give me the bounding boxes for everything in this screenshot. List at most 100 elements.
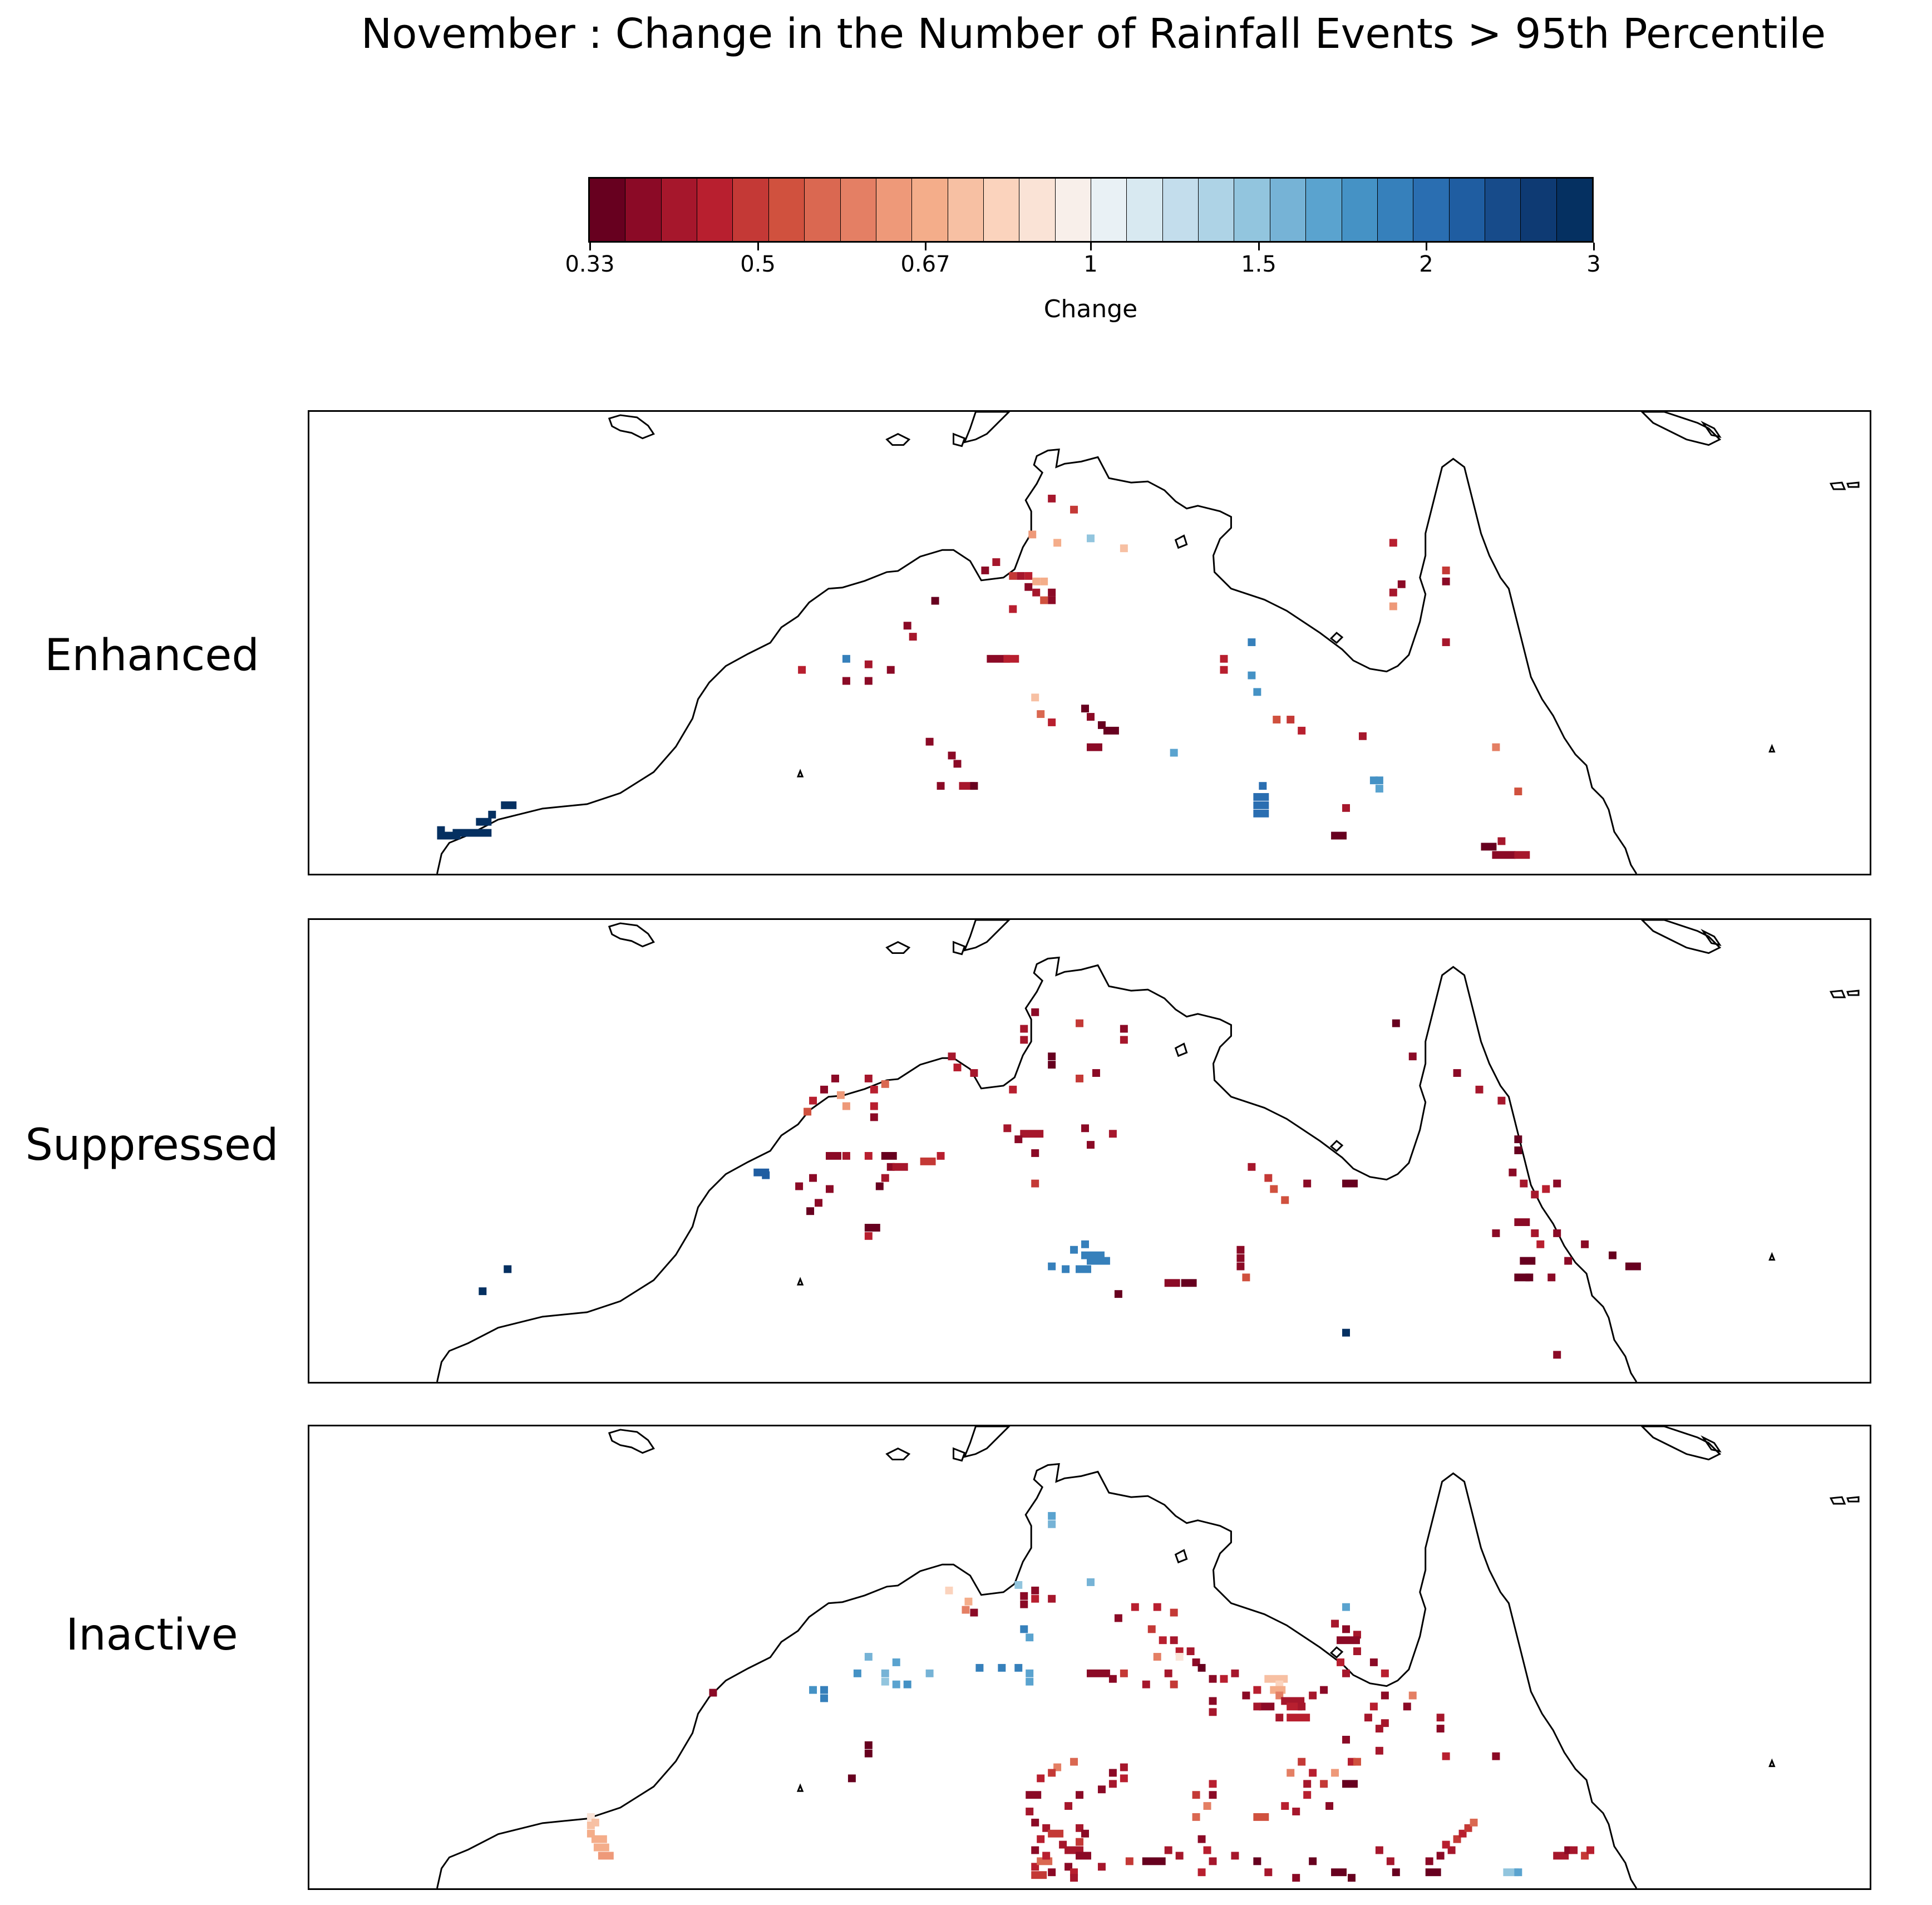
grid-cell xyxy=(842,1151,850,1160)
grid-cell xyxy=(1097,1785,1106,1794)
grid-cell xyxy=(1481,843,1497,851)
grid-cell xyxy=(1031,693,1039,702)
grid-cell xyxy=(1064,1802,1073,1810)
grid-cell xyxy=(1192,1813,1200,1821)
grid-cell xyxy=(853,1669,861,1677)
grid-cell xyxy=(1248,638,1256,646)
grid-cell xyxy=(1381,1669,1389,1677)
grid-cell xyxy=(864,660,873,668)
grid-cell xyxy=(1514,851,1530,859)
grid-cell xyxy=(1292,1808,1300,1815)
grid-cell xyxy=(1147,1625,1156,1633)
grid-cell xyxy=(1031,1846,1039,1854)
grid-cell xyxy=(1253,1857,1261,1865)
grid-cell xyxy=(1342,1625,1350,1633)
grid-cell xyxy=(1309,1769,1317,1777)
grid-cell xyxy=(1014,1581,1023,1589)
coastline xyxy=(436,956,1638,1382)
grid-cell xyxy=(1325,1802,1334,1810)
grid-cell xyxy=(1026,1791,1042,1799)
chart-title: November : Change in the Number of Rainf… xyxy=(361,10,1826,58)
grid-cell xyxy=(1014,1135,1023,1144)
grid-cell xyxy=(1581,1240,1589,1248)
grid-cell xyxy=(1076,1265,1091,1273)
grid-cell xyxy=(1248,1163,1256,1171)
grid-cell xyxy=(842,1102,850,1110)
grid-cell xyxy=(1076,1074,1084,1082)
grid-cell xyxy=(1020,1592,1028,1600)
grid-cell xyxy=(1031,1149,1039,1157)
grid-cell xyxy=(1009,1085,1017,1094)
colorbar-swatch xyxy=(983,179,1020,241)
grid-cell xyxy=(975,1663,984,1672)
grid-cell xyxy=(1303,1791,1312,1799)
grid-cell xyxy=(1076,1852,1091,1860)
grid-cell xyxy=(970,1608,978,1617)
colorbar-swatch xyxy=(1199,179,1235,241)
colorbar-swatch xyxy=(733,179,769,241)
grid-cell xyxy=(1369,1658,1378,1666)
grid-cell xyxy=(1303,1780,1312,1788)
grid-cell xyxy=(1375,776,1383,785)
grid-cell xyxy=(1547,1273,1556,1282)
grid-cell xyxy=(1209,1675,1217,1683)
island-outline xyxy=(1829,1496,1846,1505)
grid-cell xyxy=(1353,1758,1361,1766)
grid-cell xyxy=(1375,1746,1383,1755)
grid-cell xyxy=(1564,1257,1573,1265)
grid-cell xyxy=(1048,1868,1056,1877)
grid-cell xyxy=(1331,831,1347,840)
grid-cell xyxy=(1053,539,1062,547)
grid-cell xyxy=(1337,1658,1345,1666)
grid-cell xyxy=(1120,1669,1128,1677)
grid-cell xyxy=(1553,1229,1561,1237)
grid-cell xyxy=(1342,1179,1358,1188)
grid-cell xyxy=(964,1597,973,1606)
island-outline xyxy=(953,432,966,447)
colorbar-tick-label: 1 xyxy=(1083,252,1098,277)
coastline xyxy=(436,448,1638,874)
grid-cell xyxy=(1287,1769,1295,1777)
grid-cell xyxy=(1048,1520,1056,1528)
grid-cell xyxy=(842,654,850,663)
grid-cell xyxy=(1170,749,1178,757)
colorbar-swatch xyxy=(912,179,948,241)
grid-cell xyxy=(1275,1714,1284,1722)
grid-cell xyxy=(1003,1124,1012,1133)
colorbar-tick-label: 0.33 xyxy=(565,252,615,277)
grid-cell xyxy=(1159,1636,1167,1645)
grid-cell xyxy=(488,810,496,819)
grid-cell xyxy=(1020,1130,1044,1138)
grid-cell xyxy=(1026,1808,1034,1815)
island-outline xyxy=(1829,990,1846,998)
grid-cell xyxy=(1164,1669,1172,1677)
grid-cell xyxy=(1320,1780,1328,1788)
grid-cell xyxy=(1375,1846,1383,1854)
grid-cell xyxy=(1220,654,1228,663)
grid-cell xyxy=(1492,1229,1500,1237)
colorbar-swatch xyxy=(1019,179,1056,241)
colorbar-swatch xyxy=(1306,179,1342,241)
grid-cell xyxy=(1153,1603,1161,1611)
grid-cell xyxy=(1042,1852,1051,1860)
island-outline xyxy=(608,1429,655,1454)
grid-cell xyxy=(892,1163,908,1171)
grid-cell xyxy=(809,1174,817,1182)
grid-cell xyxy=(1264,1868,1273,1877)
grid-cell xyxy=(1087,713,1095,721)
grid-cell xyxy=(875,1182,884,1190)
grid-cell xyxy=(598,1852,614,1860)
grid-cell xyxy=(925,1669,934,1677)
grid-cell xyxy=(1436,1852,1445,1860)
grid-cell xyxy=(864,1151,873,1160)
grid-cell xyxy=(1470,1818,1478,1827)
grid-cell xyxy=(1170,1680,1178,1689)
grid-cell xyxy=(820,1085,829,1094)
colorbar-swatch xyxy=(1449,179,1485,241)
colorbar-swatch xyxy=(1234,179,1270,241)
grid-cell xyxy=(870,1102,878,1110)
grid-cell xyxy=(1031,1586,1039,1594)
grid-cell xyxy=(1009,572,1017,580)
grid-cell xyxy=(1209,1708,1217,1716)
grid-cell xyxy=(1514,1218,1530,1227)
